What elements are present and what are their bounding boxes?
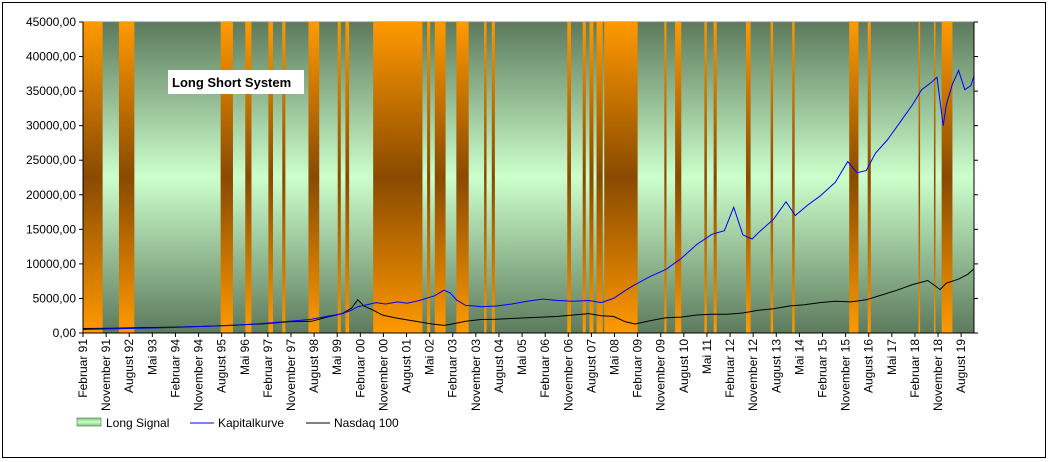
long-signal-band-28 bbox=[792, 22, 795, 333]
long-signal-band-4 bbox=[245, 22, 252, 333]
y-tick-label: 25000,00 bbox=[26, 153, 76, 167]
long-signal-band-33 bbox=[941, 22, 953, 333]
long-signal-band-13 bbox=[434, 22, 446, 333]
y-tick-label: 35000,00 bbox=[26, 84, 76, 98]
x-tick-label: Februar 03 bbox=[446, 339, 460, 398]
y-tick-label: 40000,00 bbox=[26, 50, 76, 64]
y-tick-label: 20000,00 bbox=[26, 188, 76, 202]
x-tick-label: Februar 97 bbox=[261, 339, 275, 398]
x-tick-label: August 16 bbox=[862, 339, 876, 393]
legend-label-nasdaq: Nasdaq 100 bbox=[334, 416, 399, 430]
x-tick-label: Mai 99 bbox=[330, 339, 344, 375]
long-signal-band-12 bbox=[427, 22, 431, 333]
y-tick-label: 0,00 bbox=[53, 326, 77, 340]
y-tick-label: 15000,00 bbox=[26, 222, 76, 236]
legend-label-long-signal: Long Signal bbox=[106, 416, 169, 430]
legend: Long Signal Kapitalkurve Nasdaq 100 bbox=[76, 416, 399, 430]
long-signal-band-1 bbox=[118, 22, 135, 333]
long-signal-band-18 bbox=[582, 22, 586, 333]
x-tick-label: Mai 02 bbox=[423, 339, 437, 375]
long-signal-band-8 bbox=[337, 22, 341, 333]
x-tick-label: August 10 bbox=[677, 339, 691, 393]
long-signal-band-7 bbox=[308, 22, 320, 333]
x-tick-label: August 01 bbox=[400, 339, 414, 393]
legend-label-kapitalkurve: Kapitalkurve bbox=[218, 416, 284, 430]
y-axis: 0,00 5000,00 10000,00 15000,00 20000,00 25000… bbox=[26, 15, 84, 340]
long-signal-band-14 bbox=[456, 22, 469, 333]
x-tick-label: November 91 bbox=[99, 339, 113, 411]
long-signal-band-22 bbox=[664, 22, 667, 333]
x-tick-label: August 04 bbox=[492, 339, 506, 393]
x-tick-label: Februar 00 bbox=[353, 339, 367, 398]
x-tick-label: Februar 94 bbox=[168, 339, 182, 398]
x-tick-label: Mai 93 bbox=[145, 339, 159, 375]
series-lines bbox=[82, 69, 975, 330]
long-signal-band-6 bbox=[282, 22, 286, 333]
y-tick-label: 10000,00 bbox=[26, 257, 76, 271]
x-tick-label: November 03 bbox=[469, 339, 483, 411]
x-axis: Februar 91 November 91 August 92 Mai 93 Febr… bbox=[76, 332, 974, 411]
long-signal-band-17 bbox=[567, 22, 571, 333]
series-line-kapitalkurve bbox=[82, 69, 975, 330]
title-box: Long Short System bbox=[168, 70, 304, 94]
x-tick-label: Februar 12 bbox=[723, 339, 737, 398]
long-signal-band-32 bbox=[933, 22, 936, 333]
y-tick-label: 45000,00 bbox=[26, 15, 76, 29]
x-tick-label: Mai 08 bbox=[608, 339, 622, 375]
secondary-axis-ticks bbox=[974, 21, 978, 334]
long-signal-band-3 bbox=[220, 22, 233, 333]
long-signal-band-21 bbox=[610, 22, 622, 333]
long-signal-band-16 bbox=[491, 22, 495, 333]
legend-swatch-long-signal bbox=[76, 417, 102, 427]
long-signal-band-11 bbox=[397, 22, 400, 333]
x-tick-label: Februar 91 bbox=[76, 339, 90, 398]
x-tick-label: August 95 bbox=[215, 339, 229, 393]
x-tick-label: Februar 18 bbox=[908, 339, 922, 398]
chart-title: Long Short System bbox=[172, 75, 291, 90]
x-tick-label: November 97 bbox=[284, 339, 298, 411]
long-signal-band-31 bbox=[918, 22, 921, 333]
y-tick-label: 30000,00 bbox=[26, 119, 76, 133]
x-tick-label: Mai 96 bbox=[238, 339, 252, 375]
long-signal-band-27 bbox=[770, 22, 774, 333]
x-tick-label: November 12 bbox=[746, 339, 760, 411]
x-tick-label: November 00 bbox=[376, 339, 390, 411]
long-signal-band-19 bbox=[589, 22, 594, 333]
long-signal-band-29 bbox=[849, 22, 859, 333]
long-signal-band-9 bbox=[345, 22, 350, 333]
long-signal-band-25 bbox=[713, 22, 717, 333]
x-tick-label: August 07 bbox=[584, 339, 598, 393]
long-signal-band-5 bbox=[268, 22, 274, 333]
long-signal-band-15 bbox=[484, 22, 487, 333]
y-tick-label: 5000,00 bbox=[33, 291, 77, 305]
long-signal-bands bbox=[83, 22, 953, 333]
x-tick-label: Februar 06 bbox=[538, 339, 552, 398]
x-tick-label: November 18 bbox=[931, 339, 945, 411]
long-signal-band-24 bbox=[704, 22, 707, 333]
long-signal-band-0 bbox=[83, 22, 103, 333]
x-tick-label: Mai 14 bbox=[792, 339, 806, 375]
x-tick-label: Februar 09 bbox=[631, 339, 645, 398]
x-tick-label: Februar 15 bbox=[815, 339, 829, 398]
x-tick-label: November 06 bbox=[561, 339, 575, 411]
x-tick-label: November 15 bbox=[839, 339, 853, 411]
x-tick-label: Mai 05 bbox=[515, 339, 529, 375]
long-signal-band-23 bbox=[675, 22, 682, 333]
x-tick-label: August 19 bbox=[954, 339, 968, 393]
x-tick-label: November 09 bbox=[654, 339, 668, 411]
x-tick-label: August 13 bbox=[769, 339, 783, 393]
x-tick-label: November 94 bbox=[192, 339, 206, 411]
long-signal-band-30 bbox=[867, 22, 871, 333]
plot-area bbox=[82, 21, 975, 334]
x-tick-label: Mai 17 bbox=[885, 339, 899, 375]
long-signal-band-20 bbox=[596, 22, 603, 333]
x-tick-label: August 92 bbox=[122, 339, 136, 393]
long-signal-band-26 bbox=[745, 22, 751, 333]
x-tick-label: Mai 11 bbox=[700, 339, 714, 374]
x-tick-label: August 98 bbox=[307, 339, 321, 393]
